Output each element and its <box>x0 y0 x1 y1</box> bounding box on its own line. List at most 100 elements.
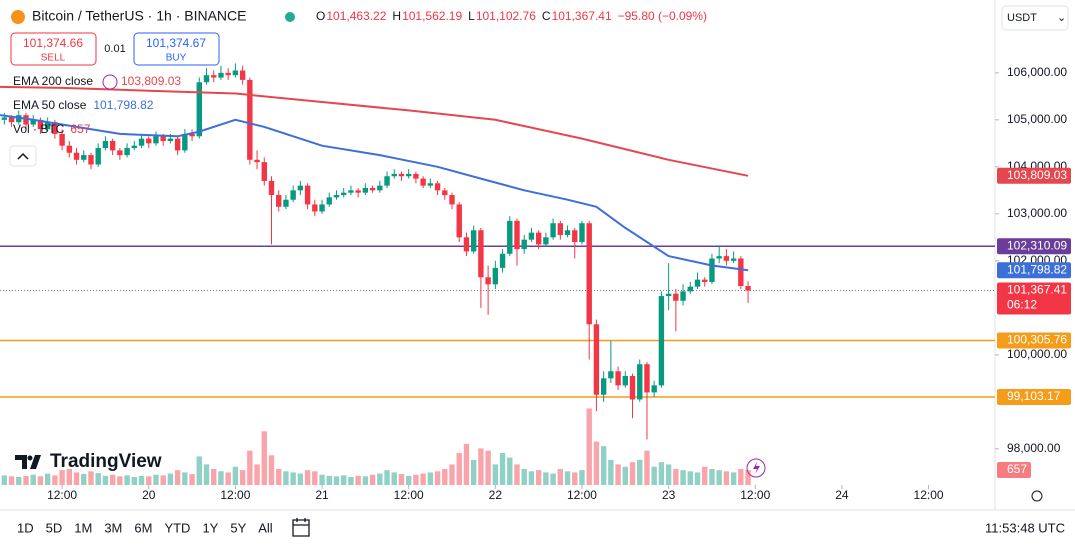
volume-bar <box>723 471 730 485</box>
candle-body <box>535 232 542 245</box>
volume-bar <box>463 443 470 485</box>
currency: USDT <box>1007 12 1037 24</box>
buy-button[interactable] <box>133 32 220 66</box>
candle-body <box>355 190 361 193</box>
candle-body <box>211 75 217 78</box>
volume-bar <box>579 470 585 485</box>
volume-bar <box>572 472 578 485</box>
volume-bar <box>225 472 231 485</box>
volume-bar <box>297 473 304 485</box>
calendar-icon[interactable] <box>292 518 310 537</box>
price-line-chip <box>997 388 1071 405</box>
candle-body <box>572 230 578 243</box>
candle-body <box>95 148 101 165</box>
volume-chip <box>997 461 1031 478</box>
volume-bar <box>232 466 239 485</box>
y-tick-label: 100,000.00 <box>1007 347 1067 361</box>
candle-body <box>637 364 643 400</box>
candle-body <box>203 75 210 83</box>
candle-body <box>333 195 340 198</box>
candle-body <box>456 204 462 238</box>
candle-body <box>73 152 80 160</box>
candle-body <box>485 277 491 285</box>
ohlc-key: O <box>316 9 325 23</box>
candle-body <box>290 190 296 200</box>
candle-body <box>377 185 383 191</box>
volume-bar <box>23 475 29 485</box>
timeframe-button[interactable]: YTD <box>164 520 190 535</box>
collapse-legend[interactable] <box>9 145 37 167</box>
volume-bar <box>247 450 253 485</box>
volume-bar <box>81 474 87 485</box>
volume-bar <box>369 474 376 485</box>
ema-line <box>0 85 749 177</box>
candle-body <box>196 82 202 137</box>
volume-bar <box>658 462 665 485</box>
candle-body <box>622 375 629 386</box>
timeframe-button[interactable]: All <box>258 520 273 535</box>
volume-bar <box>528 471 535 485</box>
volume-bar <box>160 475 166 485</box>
volume-bar <box>564 471 571 485</box>
volume-bar <box>88 471 94 485</box>
volume-bar <box>637 459 643 485</box>
candle-body <box>182 133 188 151</box>
sell-button[interactable] <box>10 32 97 66</box>
candle-body <box>1 117 8 120</box>
volume-bar <box>543 472 549 485</box>
candle-body <box>694 279 701 287</box>
volume-bar <box>687 471 693 485</box>
symbol-logo <box>11 10 25 24</box>
ohlc-key: H <box>392 9 401 23</box>
candle-body <box>738 258 744 287</box>
candle-body <box>174 138 181 151</box>
candle-body <box>716 256 722 259</box>
volume-bar <box>456 453 462 485</box>
y-tick-label: 98,000.00 <box>1007 441 1061 455</box>
volume-bar <box>362 476 369 485</box>
volume-bar <box>492 464 499 485</box>
volume-bar <box>283 471 289 485</box>
timeframe-button[interactable]: 1Y <box>202 520 218 535</box>
candle-body <box>369 187 376 191</box>
timeframe-button[interactable]: 1D <box>17 520 34 535</box>
timeframe-button[interactable]: 6M <box>134 520 152 535</box>
x-tick-label: 21 <box>315 488 329 502</box>
volume-bar <box>405 475 412 485</box>
candle-body <box>550 223 556 238</box>
ema-chip-label: 101,798.82 <box>1007 262 1067 276</box>
candle-body <box>702 279 708 282</box>
legend-name: EMA 200 close <box>13 74 93 88</box>
timeframe-button[interactable]: 1M <box>74 520 92 535</box>
volume-bar <box>521 469 527 485</box>
timeframe-button[interactable]: 5D <box>46 520 63 535</box>
settings-icon[interactable] <box>1031 490 1043 502</box>
candle-body <box>579 223 585 243</box>
volume-bar <box>66 469 73 485</box>
candle-body <box>23 115 29 125</box>
currency-button[interactable] <box>1001 5 1069 31</box>
logo-text: TradingView <box>50 451 162 472</box>
volume-bar <box>73 472 80 485</box>
volume-bar <box>470 459 477 485</box>
legend-name: EMA 50 close <box>13 98 87 112</box>
candle-body <box>81 155 87 160</box>
volume-bar <box>709 469 715 485</box>
collapse-icon <box>17 152 29 160</box>
volume-chip-label: 657 <box>1007 462 1027 476</box>
spread: 0.01 <box>104 43 125 55</box>
volume-bar <box>312 471 318 485</box>
x-tick-label: 24 <box>835 488 849 502</box>
volume-bar <box>608 459 614 485</box>
legend-value: 103,809.03 <box>121 74 181 88</box>
volume-bar <box>290 472 296 485</box>
clock: 11:53:48 UTC <box>985 520 1065 535</box>
volume-bar <box>434 471 441 485</box>
volume-bar <box>203 464 210 485</box>
volume-bar <box>673 469 679 485</box>
timeframe-button[interactable]: 5Y <box>230 520 246 535</box>
timeframe-button[interactable]: 3M <box>104 520 122 535</box>
volume-bar <box>44 473 51 485</box>
volume-bar <box>600 446 607 485</box>
